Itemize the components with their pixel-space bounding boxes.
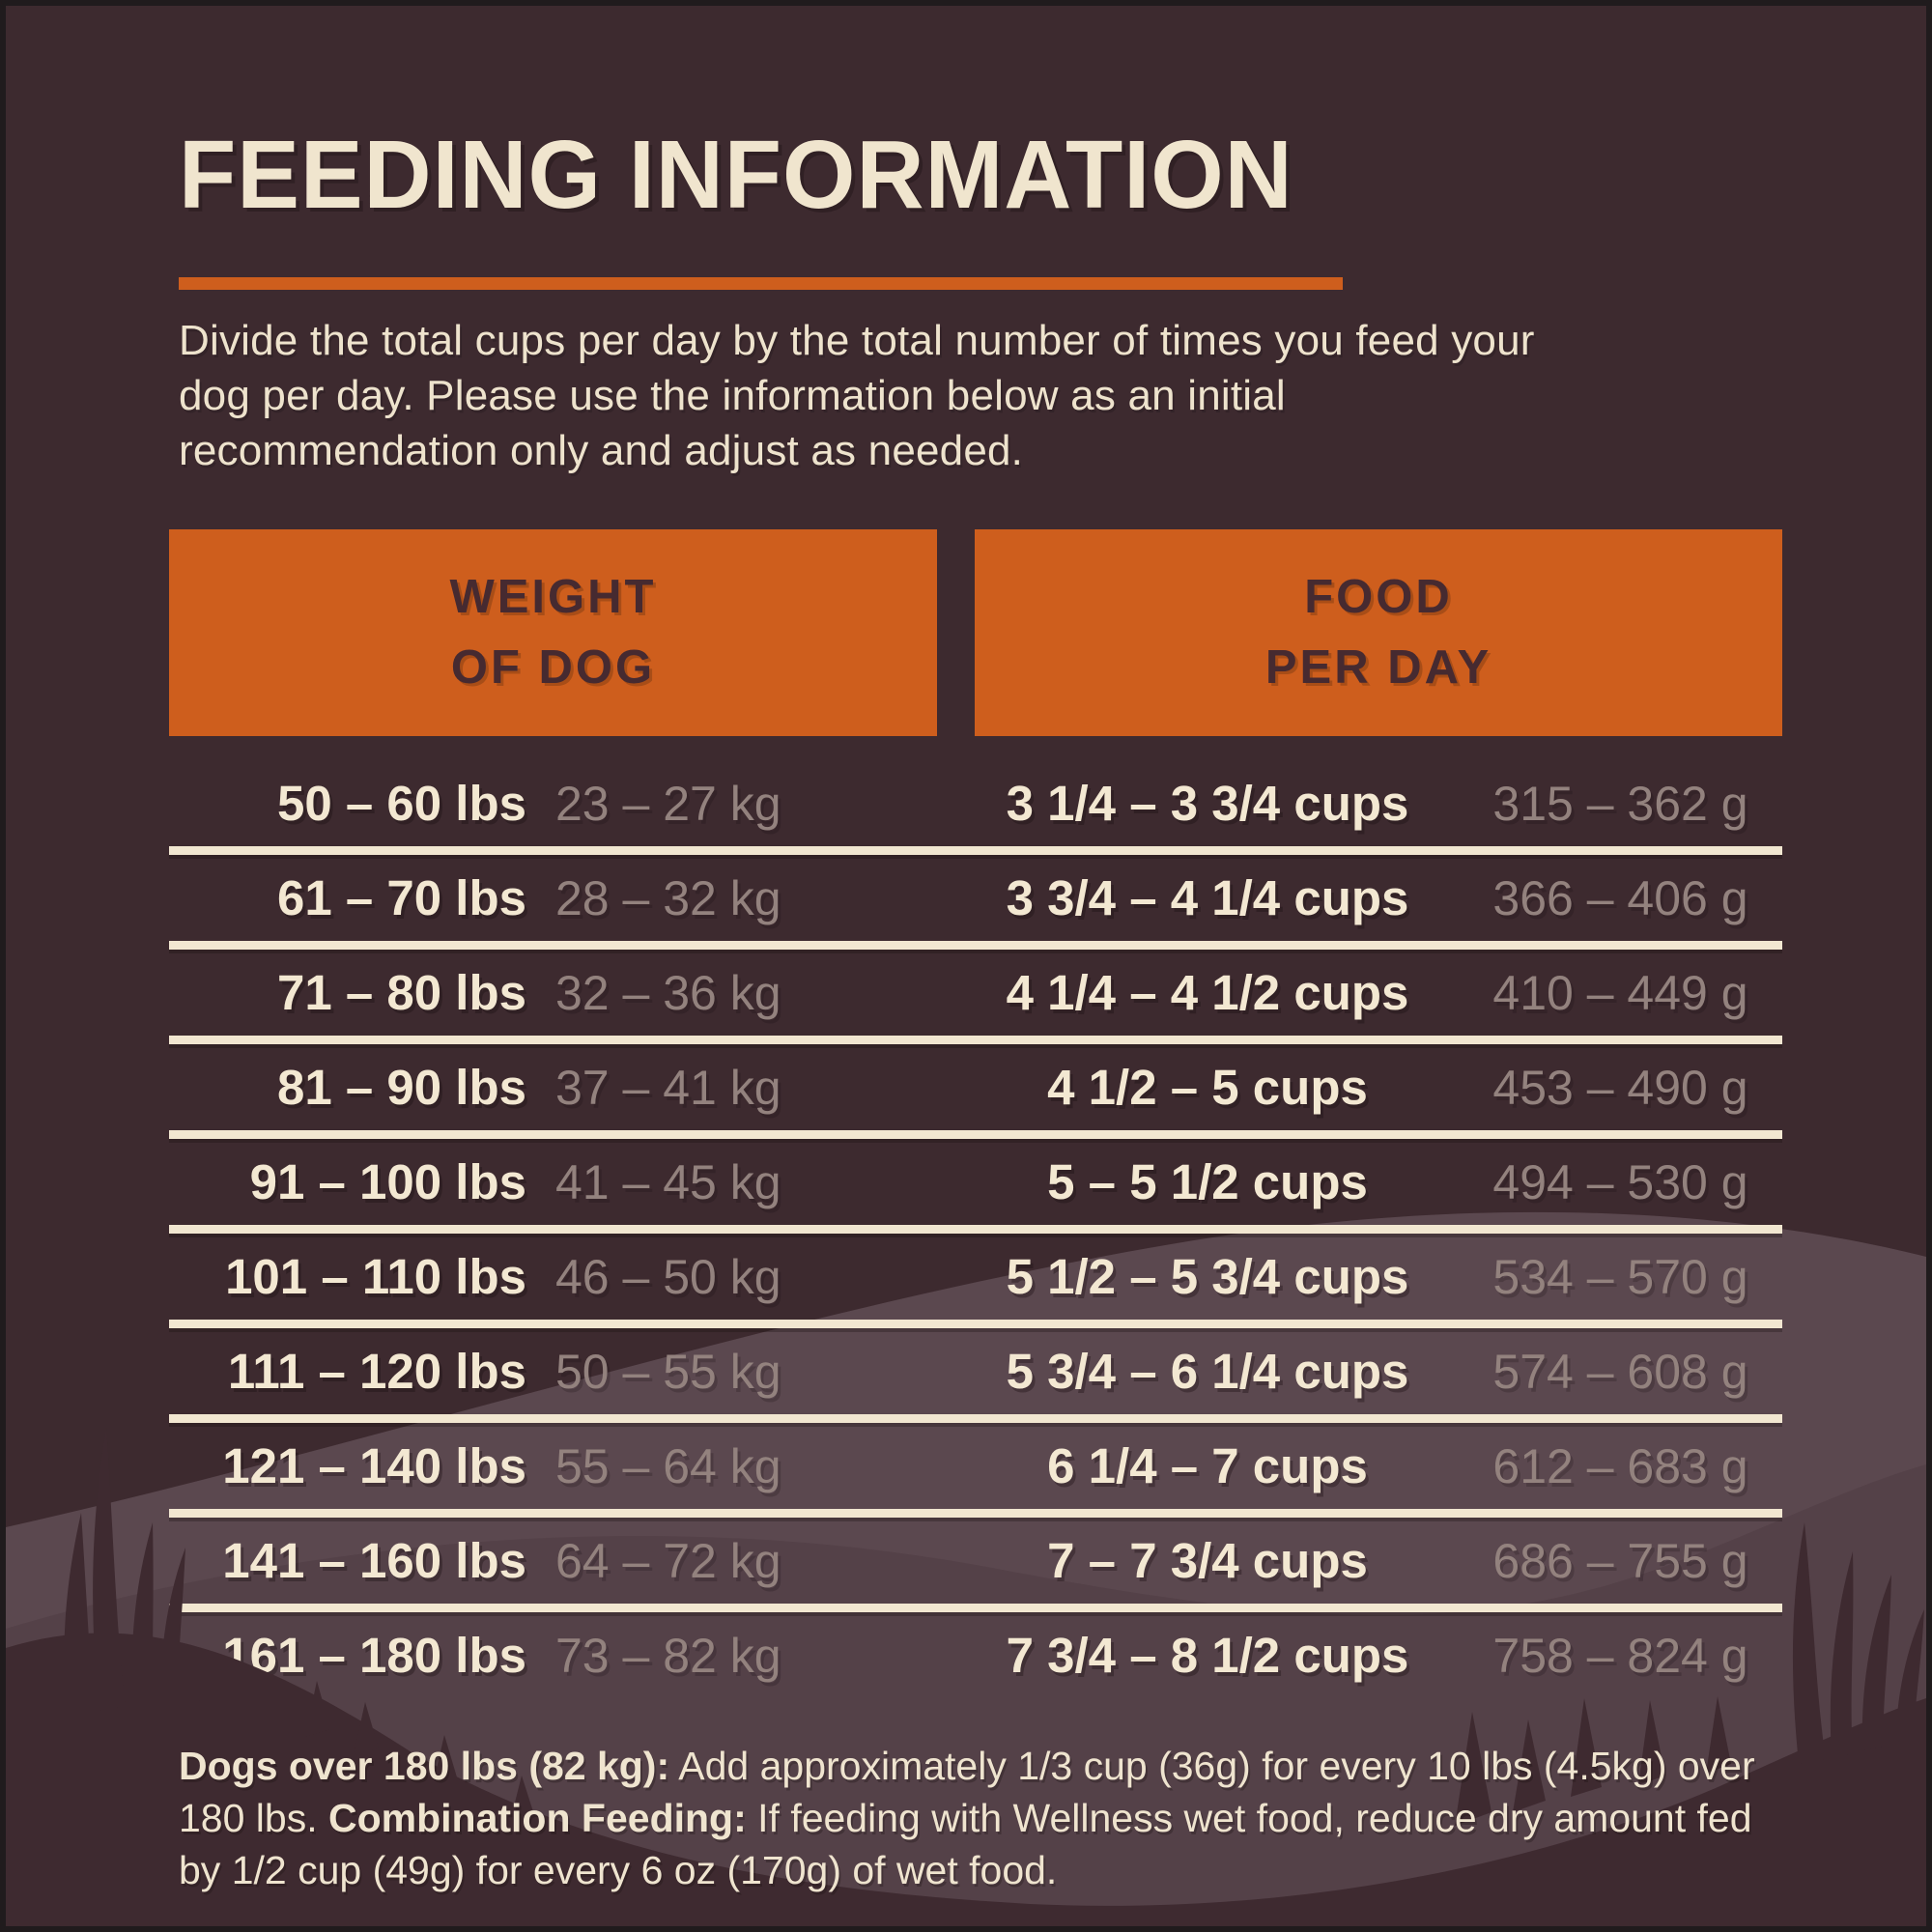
weight-lbs: 50 – 60 lbs [276,776,526,831]
food-cups: 5 3/4 – 6 1/4 cups [1006,1344,1409,1399]
table-row: 71 – 80 lbs 32 – 36 kg 4 1/4 – 4 1/2 cups 4… [169,950,1782,1036]
food-cups: 5 1/2 – 5 3/4 cups [1006,1249,1409,1304]
header-line: OF DOG [450,641,656,694]
food-cups: 4 1/4 – 4 1/2 cups [1006,965,1409,1020]
header-line: WEIGHT [449,570,657,623]
food-grams: 366 – 406 g [1492,870,1748,925]
food-grams: 686 – 755 g [1492,1533,1748,1588]
table-row: 61 – 70 lbs 28 – 32 kg 3 3/4 – 4 1/4 cups 3… [169,855,1782,941]
weight-lbs: 141 – 160 lbs [222,1533,526,1588]
panel-background: FEEDING INFORMATION Divide the total cup… [6,6,1926,1926]
weight-lbs: 91 – 100 lbs [249,1154,526,1209]
weight-lbs: 61 – 70 lbs [276,870,526,925]
food-cups: 7 3/4 – 8 1/2 cups [1006,1628,1409,1683]
weight-kg: 50 – 55 kg [555,1344,781,1399]
food-cups: 3 1/4 – 3 3/4 cups [1006,776,1409,831]
row-divider [169,1130,1782,1139]
weight-kg: 23 – 27 kg [555,776,781,831]
weight-kg: 46 – 50 kg [555,1249,781,1304]
page-title: FEEDING INFORMATION [179,121,1293,229]
footnote-bold-combination-feeding: Combination Feeding: [328,1796,747,1841]
row-divider [169,941,1782,950]
food-grams: 574 – 608 g [1492,1344,1748,1399]
weight-kg: 73 – 82 kg [555,1628,781,1683]
food-grams: 534 – 570 g [1492,1249,1748,1304]
table-row: 50 – 60 lbs 23 – 27 kg 3 1/4 – 3 3/4 cups 3… [169,760,1782,846]
food-cups: 7 – 7 3/4 cups [1047,1533,1368,1588]
intro-text: Divide the total cups per day by the tot… [179,317,1535,475]
weight-lbs: 81 – 90 lbs [276,1060,526,1115]
table-header-row: WEIGHT OF DOG FOOD PER DAY [169,529,1782,736]
food-cups: 4 1/2 – 5 cups [1047,1060,1368,1115]
food-cups: 6 1/4 – 7 cups [1047,1438,1368,1493]
food-grams: 494 – 530 g [1492,1154,1748,1209]
content-area: FEEDING INFORMATION Divide the total cup… [6,6,1926,1926]
table-row: 101 – 110 lbs 46 – 50 kg 5 1/2 – 5 3/4 cup… [169,1234,1782,1320]
table-row: 91 – 100 lbs 41 – 45 kg 5 – 5 1/2 cups 494 … [169,1139,1782,1225]
row-divider [169,846,1782,855]
food-cups: 3 3/4 – 4 1/4 cups [1006,870,1409,925]
food-grams: 612 – 683 g [1492,1438,1748,1493]
header-line: FOOD [1304,570,1453,623]
weight-lbs: 121 – 140 lbs [222,1438,526,1493]
food-grams: 453 – 490 g [1492,1060,1748,1115]
footnote: Dogs over 180 lbs (82 kg): Add approxima… [179,1740,1763,1896]
weight-kg: 55 – 64 kg [555,1438,781,1493]
table-row: 141 – 160 lbs 64 – 72 kg 7 – 7 3/4 cups 686… [169,1518,1782,1604]
column-header-food-per-day: FOOD PER DAY [975,529,1782,736]
table-row: 111 – 120 lbs 50 – 55 kg 5 3/4 – 6 1/4 cup… [169,1328,1782,1414]
row-divider [169,1320,1782,1328]
weight-kg: 37 – 41 kg [555,1060,781,1115]
food-grams: 758 – 824 g [1492,1628,1748,1683]
weight-lbs: 71 – 80 lbs [276,965,526,1020]
row-divider [169,1036,1782,1044]
feeding-table: 50 – 60 lbs 23 – 27 kg 3 1/4 – 3 3/4 cups 3… [169,760,1782,1698]
food-grams: 315 – 362 g [1492,776,1748,831]
row-divider [169,1225,1782,1234]
table-row: 121 – 140 lbs 55 – 64 kg 6 1/4 – 7 cups 612… [169,1423,1782,1509]
food-grams: 410 – 449 g [1492,965,1748,1020]
title-underline [179,277,1343,290]
footnote-bold-dogs-over-180: Dogs over 180 lbs (82 kg): [179,1744,670,1788]
weight-lbs: 111 – 120 lbs [227,1344,526,1399]
table-row: 161 – 180 lbs 73 – 82 kg 7 3/4 – 8 1/2 cup… [169,1612,1782,1698]
table-row: 81 – 90 lbs 37 – 41 kg 4 1/2 – 5 cups 453 –… [169,1044,1782,1130]
row-divider [169,1604,1782,1612]
weight-kg: 64 – 72 kg [555,1533,781,1588]
column-header-weight-of-dog: WEIGHT OF DOG [169,529,937,736]
food-cups: 5 – 5 1/2 cups [1047,1154,1368,1209]
weight-kg: 41 – 45 kg [555,1154,781,1209]
row-divider [169,1509,1782,1518]
weight-lbs: 161 – 180 lbs [222,1628,526,1683]
header-line: PER DAY [1264,641,1492,694]
weight-kg: 32 – 36 kg [555,965,781,1020]
weight-lbs: 101 – 110 lbs [225,1249,526,1304]
row-divider [169,1414,1782,1423]
weight-kg: 28 – 32 kg [555,870,781,925]
